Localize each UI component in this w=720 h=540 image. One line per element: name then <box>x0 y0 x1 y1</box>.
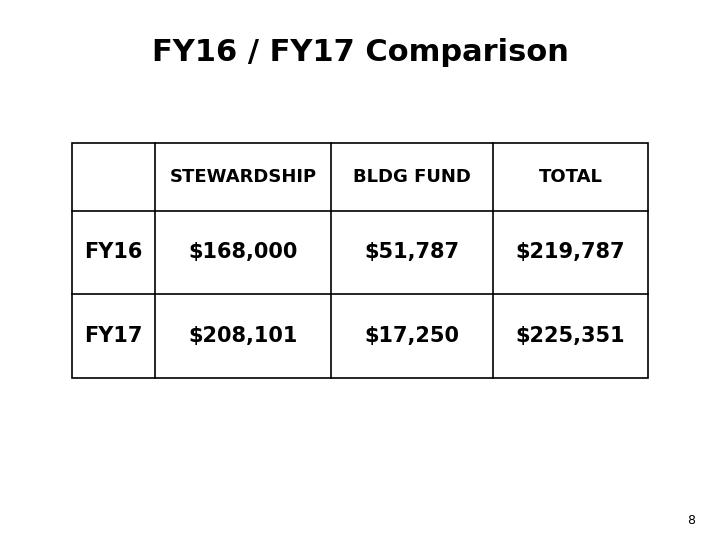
Text: $219,787: $219,787 <box>516 242 626 262</box>
Text: FY16 / FY17 Comparison: FY16 / FY17 Comparison <box>152 38 568 67</box>
Text: FY16: FY16 <box>84 242 143 262</box>
Text: TOTAL: TOTAL <box>539 168 603 186</box>
Text: BLDG FUND: BLDG FUND <box>354 168 471 186</box>
Text: $51,787: $51,787 <box>365 242 459 262</box>
Text: 8: 8 <box>687 514 695 526</box>
Text: FY17: FY17 <box>84 326 143 346</box>
Text: STEWARDSHIP: STEWARDSHIP <box>169 168 317 186</box>
Text: $168,000: $168,000 <box>189 242 297 262</box>
Text: $17,250: $17,250 <box>365 326 459 346</box>
Text: $208,101: $208,101 <box>189 326 297 346</box>
Bar <box>72 143 648 378</box>
Text: $225,351: $225,351 <box>516 326 626 346</box>
